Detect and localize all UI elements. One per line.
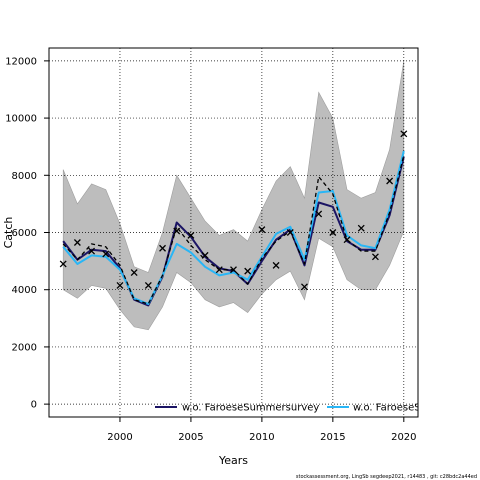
legend-label-1: w.o. FaroeseS: [353, 403, 421, 414]
x-tick-label: 2005: [178, 432, 203, 443]
x-tick-label: 2000: [107, 432, 132, 443]
series-line-0: [62, 156, 405, 307]
observation-marker: [400, 130, 408, 138]
axis-layer: 2000 2005 2010 2015 2020 0 2000 4000 6000 8000 100…: [5, 56, 416, 443]
observation-marker: [301, 283, 308, 291]
observation-marker: [230, 266, 237, 274]
x-tick-label: 2015: [320, 432, 345, 443]
series-line-1: [62, 150, 405, 305]
y-tick-label: 12000: [5, 56, 37, 67]
observation-marker: [116, 281, 124, 289]
observation-marker: [386, 177, 394, 185]
legend: w.o. FaroeseSummersurvey w.o. FaroeseS: [155, 403, 421, 414]
y-tick-label: 4000: [12, 285, 37, 296]
observation-marker: [215, 266, 223, 274]
observation-markers-layer: [59, 130, 408, 291]
footer-text: stockassessment.org, LingSb segdeep2021,…: [296, 474, 477, 480]
x-tick-label: 2010: [249, 432, 274, 443]
observation-marker: [286, 229, 294, 236]
observation-marker: [59, 260, 67, 268]
y-tick-label: 6000: [12, 228, 37, 239]
x-axis-title: Years: [218, 454, 248, 467]
observation-marker: [102, 250, 110, 258]
y-axis-title: Catch: [2, 217, 15, 249]
observation-marker: [187, 231, 195, 239]
observation-marker: [159, 244, 166, 252]
observation-marker: [357, 224, 365, 232]
observation-marker: [371, 253, 379, 261]
observation-marker: [329, 229, 337, 236]
observation-marker: [244, 267, 252, 275]
legend-label-0: w.o. FaroeseSummersurvey: [182, 403, 319, 414]
observation-marker: [144, 281, 152, 289]
y-tick-label: 8000: [12, 171, 37, 182]
observation-marker: [173, 227, 181, 235]
y-tick-label: 2000: [12, 342, 37, 353]
observation-marker: [88, 247, 96, 255]
observation-marker: [73, 239, 81, 246]
y-tick-label: 0: [31, 400, 37, 411]
observation-marker: [272, 261, 280, 269]
y-tick-label: 10000: [5, 114, 37, 125]
observation-marker: [258, 226, 266, 234]
observation-marker: [130, 269, 138, 277]
observation-marker: [343, 236, 351, 244]
observation-marker: [201, 251, 209, 259]
x-tick-label: 2020: [391, 432, 416, 443]
observation-marker: [315, 210, 323, 218]
